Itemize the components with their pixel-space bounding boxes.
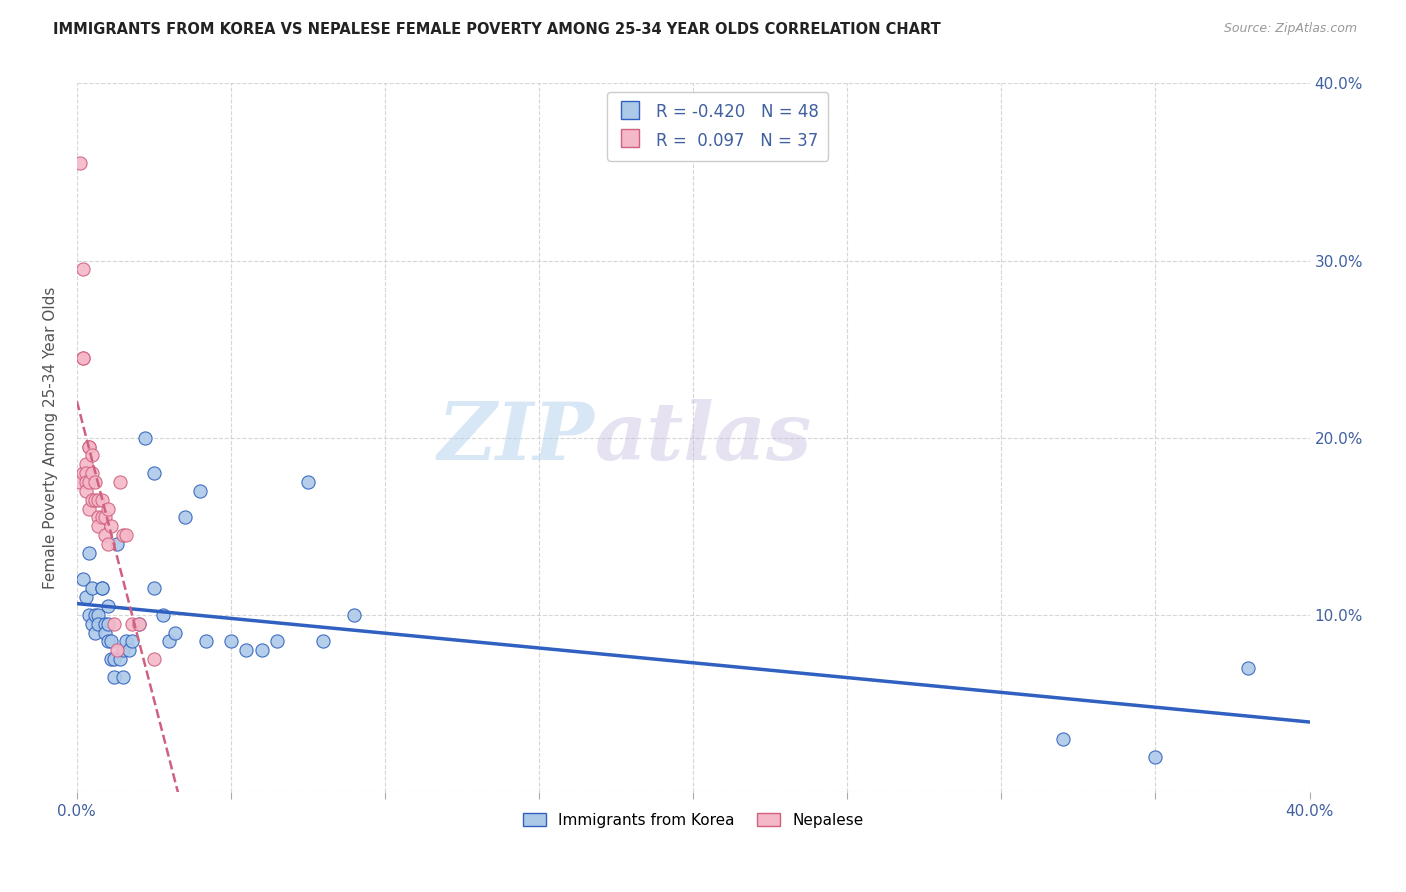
Point: [77, 440, 100, 454]
Point: [100, 634, 122, 648]
Point: [250, 643, 273, 657]
Point: [100, 652, 122, 666]
Point: [121, 616, 143, 631]
Point: [82, 581, 104, 595]
Point: [134, 431, 156, 445]
Point: [121, 634, 143, 648]
Point: [173, 510, 195, 524]
Point: [75, 475, 97, 489]
Point: [152, 607, 174, 622]
Point: [266, 634, 288, 648]
Point: [97, 501, 120, 516]
Point: [142, 581, 165, 595]
Point: [82, 466, 104, 480]
Point: [87, 616, 110, 631]
Point: [105, 643, 128, 657]
Point: [100, 519, 122, 533]
Point: [72, 351, 94, 365]
Point: [93, 625, 115, 640]
Point: [97, 616, 120, 631]
Point: [77, 546, 100, 560]
Point: [97, 599, 120, 613]
Point: [87, 519, 110, 533]
Point: [82, 449, 104, 463]
Point: [90, 581, 112, 595]
Point: [77, 501, 100, 516]
Point: [72, 351, 94, 365]
Point: [115, 634, 138, 648]
Text: IMMIGRANTS FROM KOREA VS NEPALESE FEMALE POVERTY AMONG 25-34 YEAR OLDS CORRELATI: IMMIGRANTS FROM KOREA VS NEPALESE FEMALE…: [53, 22, 941, 37]
Point: [75, 590, 97, 604]
Point: [97, 537, 120, 551]
Point: [297, 475, 319, 489]
Point: [195, 634, 218, 648]
Point: [90, 510, 112, 524]
Point: [69, 156, 91, 170]
Point: [105, 537, 128, 551]
Point: [142, 652, 165, 666]
Point: [75, 457, 97, 471]
Point: [72, 573, 94, 587]
Point: [77, 607, 100, 622]
Point: [93, 616, 115, 631]
Point: [112, 528, 135, 542]
Point: [103, 670, 125, 684]
Point: [235, 643, 257, 657]
Point: [219, 634, 242, 648]
Point: [84, 607, 107, 622]
Point: [77, 475, 100, 489]
Point: [69, 475, 91, 489]
Point: [90, 581, 112, 595]
Point: [343, 607, 366, 622]
Point: [93, 528, 115, 542]
Point: [72, 262, 94, 277]
Point: [188, 483, 211, 498]
Legend: Immigrants from Korea, Nepalese: Immigrants from Korea, Nepalese: [516, 806, 870, 834]
Point: [72, 466, 94, 480]
Point: [87, 492, 110, 507]
Point: [1052, 731, 1074, 746]
Point: [112, 670, 135, 684]
Point: [128, 616, 150, 631]
Y-axis label: Female Poverty Among 25-34 Year Olds: Female Poverty Among 25-34 Year Olds: [44, 286, 58, 589]
Point: [157, 634, 180, 648]
Text: atlas: atlas: [595, 399, 811, 476]
Point: [90, 492, 112, 507]
Point: [82, 616, 104, 631]
Point: [97, 634, 120, 648]
Point: [1144, 749, 1167, 764]
Point: [75, 466, 97, 480]
Point: [75, 483, 97, 498]
Point: [112, 643, 135, 657]
Point: [312, 634, 335, 648]
Point: [84, 475, 107, 489]
Point: [82, 492, 104, 507]
Point: [87, 607, 110, 622]
Point: [108, 475, 131, 489]
Point: [108, 652, 131, 666]
Point: [77, 440, 100, 454]
Point: [84, 492, 107, 507]
Text: ZIP: ZIP: [437, 399, 595, 476]
Point: [84, 625, 107, 640]
Text: Source: ZipAtlas.com: Source: ZipAtlas.com: [1223, 22, 1357, 36]
Point: [103, 616, 125, 631]
Point: [118, 643, 141, 657]
Point: [165, 625, 187, 640]
Point: [142, 466, 165, 480]
Point: [115, 528, 138, 542]
Point: [128, 616, 150, 631]
Point: [93, 510, 115, 524]
Point: [87, 510, 110, 524]
Point: [1237, 661, 1260, 675]
Point: [103, 652, 125, 666]
